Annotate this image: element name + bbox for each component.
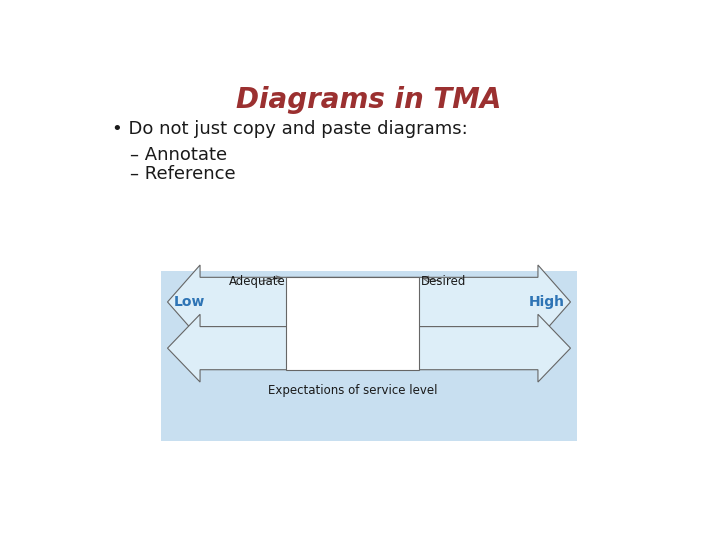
Polygon shape <box>168 314 570 382</box>
Text: – Reference: – Reference <box>130 165 236 183</box>
Text: Adequate: Adequate <box>229 275 286 288</box>
Text: – Annotate: – Annotate <box>130 146 228 164</box>
Bar <box>161 271 577 441</box>
Polygon shape <box>168 265 570 339</box>
Text: High: High <box>528 295 564 309</box>
Text: Low: Low <box>174 295 205 309</box>
Text: Expectations of service level: Expectations of service level <box>268 383 437 396</box>
Text: Desired: Desired <box>420 275 466 288</box>
Text: Diagrams in TMA: Diagrams in TMA <box>236 86 502 114</box>
Text: • Do not just copy and paste diagrams:: • Do not just copy and paste diagrams: <box>112 120 467 138</box>
Bar <box>286 278 419 370</box>
